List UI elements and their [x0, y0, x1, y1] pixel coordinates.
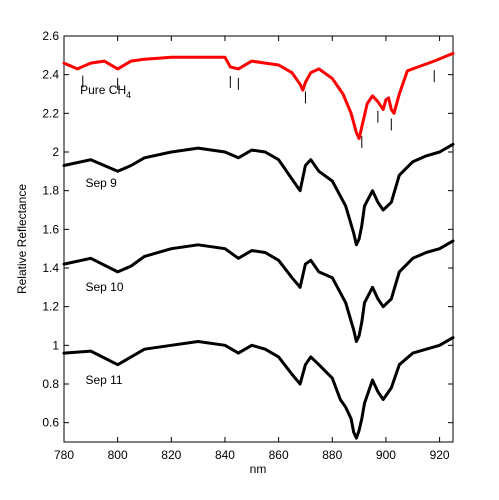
y-tick-label-5: 1.6	[42, 222, 59, 236]
plot-frame	[63, 35, 454, 443]
x-tick-label-5: 880	[322, 448, 342, 462]
y-tick-label-10: 2.6	[42, 29, 59, 43]
x-tick-label-4: 860	[269, 448, 289, 462]
y-tick-label-9: 2.4	[42, 68, 59, 82]
x-tick-label-7: 920	[430, 448, 450, 462]
x-tick-layer: 780 800 820 840 860 880 900 920	[54, 36, 450, 462]
x-tick-label-1: 800	[108, 448, 128, 462]
series-line-2	[62, 239, 455, 343]
y-tick-label-3: 1.2	[42, 300, 59, 314]
y-tick-label-2: 1	[52, 338, 59, 352]
x-tick-label-2: 820	[161, 448, 181, 462]
x-axis-label: nm	[250, 462, 267, 476]
series-line-0	[62, 51, 455, 140]
annotation-1: Sep 9	[85, 176, 117, 190]
annotation-layer: Pure CH4 Sep 9 Sep 10 Sep 11	[80, 83, 131, 387]
y-tick-label-8: 2.2	[42, 106, 59, 120]
y-tick-label-6: 1.8	[42, 184, 59, 198]
annotation-2: Sep 10	[85, 280, 123, 294]
series-line-1	[62, 142, 455, 247]
series-line-3	[62, 336, 455, 440]
y-tick-label-0: 0.6	[42, 416, 59, 430]
y-axis-label: Relative Reflectance	[15, 184, 29, 294]
x-tick-label-0: 780	[54, 448, 74, 462]
x-tick-label-6: 900	[376, 448, 396, 462]
x-tick-label-3: 840	[215, 448, 235, 462]
annotation-3: Sep 11	[85, 373, 122, 387]
y-tick-label-1: 0.8	[42, 377, 59, 391]
absorption-marker-layer	[82, 70, 435, 148]
annotation-0: Pure CH4	[80, 83, 131, 100]
y-tick-layer: 0.6 0.8 1 1.2 1.4 1.6 1.8 2 2.2 2.4 2.6	[42, 29, 453, 430]
series-layer	[62, 51, 455, 440]
y-tick-label-7: 2	[52, 145, 59, 159]
y-tick-label-4: 1.4	[42, 261, 59, 275]
